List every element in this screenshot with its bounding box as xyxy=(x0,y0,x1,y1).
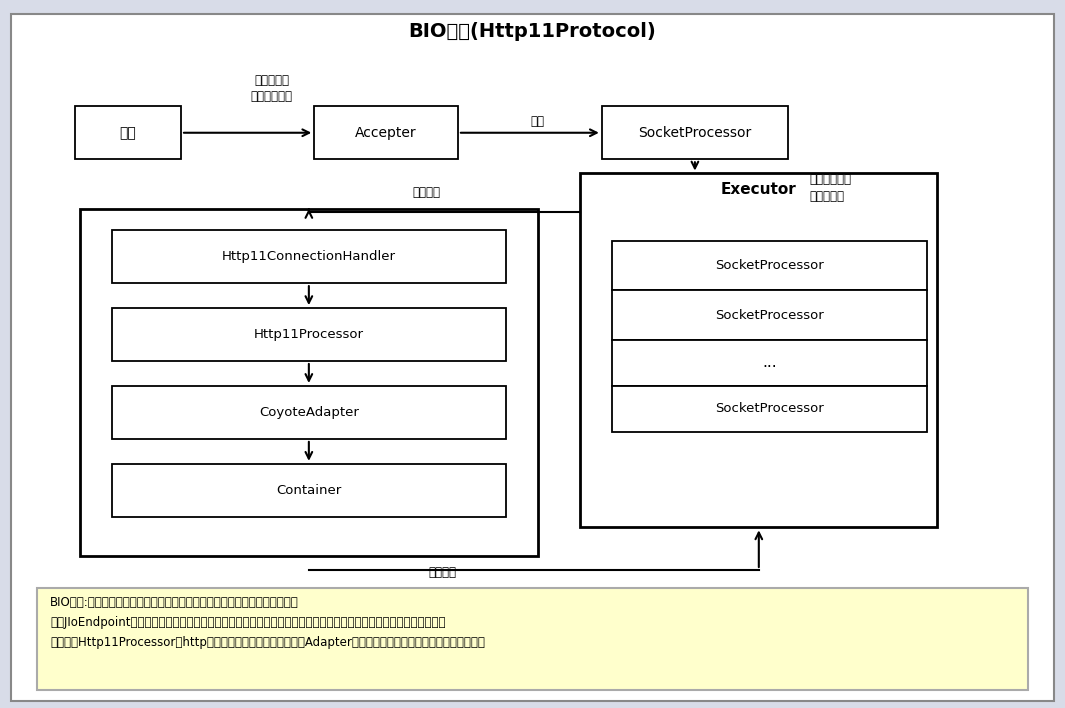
Text: Accepter: Accepter xyxy=(356,126,416,139)
Text: Container: Container xyxy=(276,484,342,497)
Text: Http11Processor: Http11Processor xyxy=(253,328,364,341)
FancyBboxPatch shape xyxy=(112,464,506,517)
Text: 请求: 请求 xyxy=(119,126,136,139)
FancyBboxPatch shape xyxy=(602,106,788,159)
Text: 占用线程: 占用线程 xyxy=(412,186,440,199)
FancyBboxPatch shape xyxy=(80,209,538,556)
FancyBboxPatch shape xyxy=(580,173,937,527)
Text: BIO模式(Http11Protocol): BIO模式(Http11Protocol) xyxy=(409,23,656,41)
Text: 创建: 创建 xyxy=(530,115,545,128)
FancyBboxPatch shape xyxy=(612,386,927,432)
FancyBboxPatch shape xyxy=(75,106,181,159)
Text: CoyoteAdapter: CoyoteAdapter xyxy=(259,406,359,419)
FancyBboxPatch shape xyxy=(112,308,506,361)
Text: 中间会经过
连接数控制器: 中间会经过 连接数控制器 xyxy=(250,74,293,103)
FancyBboxPatch shape xyxy=(612,290,927,340)
Text: ...: ... xyxy=(763,355,776,370)
FancyBboxPatch shape xyxy=(612,241,927,290)
Text: 让出线程: 让出线程 xyxy=(428,566,456,578)
FancyBboxPatch shape xyxy=(112,386,506,439)
Text: SocketProcessor: SocketProcessor xyxy=(638,126,752,139)
Text: SocketProcessor: SocketProcessor xyxy=(715,309,824,321)
Text: BIO模式:每个客户端连接都消耗线程池里面的一条连接，指定请求响应完毕。
其中JIoEndpoint组件启动某个端口的监听，一个请求来了以后将扔进线程池，线程池: BIO模式:每个客户端连接都消耗线程池里面的一条连接，指定请求响应完毕。 其中J… xyxy=(50,596,485,649)
FancyBboxPatch shape xyxy=(11,14,1054,701)
Text: 扔进线程池中
的任务队列: 扔进线程池中 的任务队列 xyxy=(809,173,851,202)
Text: SocketProcessor: SocketProcessor xyxy=(715,259,824,272)
FancyBboxPatch shape xyxy=(112,230,506,283)
FancyBboxPatch shape xyxy=(612,340,927,386)
FancyBboxPatch shape xyxy=(37,588,1028,690)
Text: SocketProcessor: SocketProcessor xyxy=(715,402,824,416)
Text: Http11ConnectionHandler: Http11ConnectionHandler xyxy=(222,250,396,263)
Text: Executor: Executor xyxy=(721,181,797,197)
FancyBboxPatch shape xyxy=(314,106,458,159)
